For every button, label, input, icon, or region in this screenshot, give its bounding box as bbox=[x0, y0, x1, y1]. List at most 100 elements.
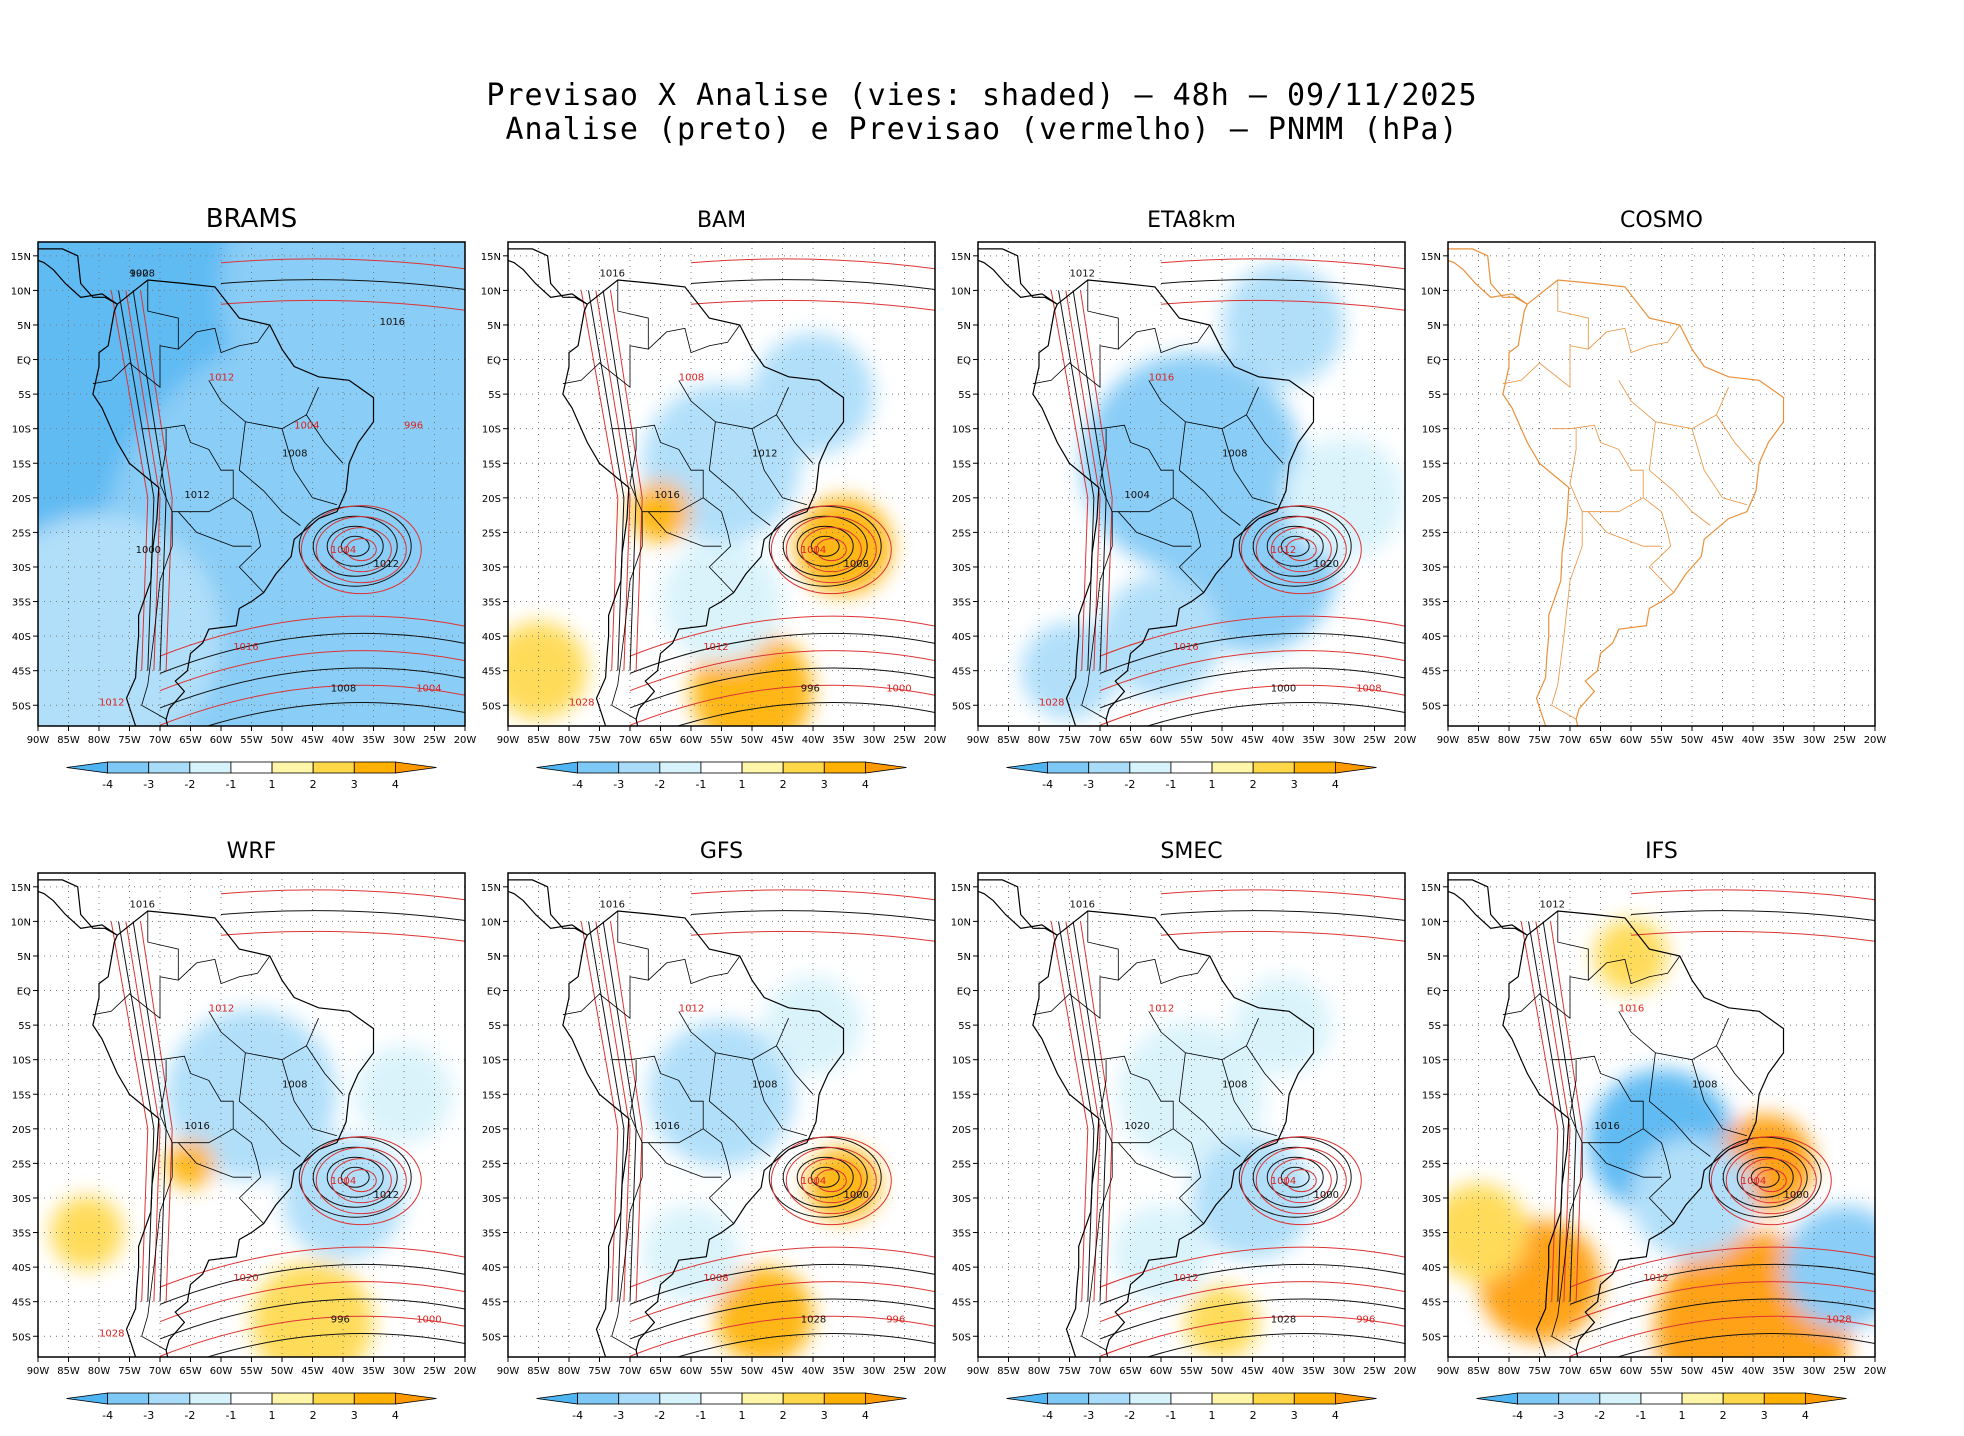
x-tick-label: 45W bbox=[301, 735, 324, 746]
y-tick-label: 50S bbox=[1422, 1332, 1441, 1343]
colorbar-label: 1 bbox=[1679, 1409, 1686, 1422]
y-tick-label: 20S bbox=[1422, 494, 1441, 505]
y-tick-label: 10S bbox=[482, 425, 501, 436]
colorbar-segment bbox=[1517, 1392, 1560, 1405]
contour-label: 1004 bbox=[331, 545, 356, 556]
x-tick-label: 40W bbox=[1272, 1366, 1295, 1377]
isobar-black bbox=[796, 525, 854, 567]
y-tick-label: 40S bbox=[482, 1263, 501, 1274]
country-border bbox=[1582, 497, 1644, 513]
colorbar: -4 -3 -2 -1 1 2 3 4 bbox=[536, 761, 907, 791]
y-tick-label: 35S bbox=[1422, 598, 1441, 609]
colorbar-label: 4 bbox=[862, 1409, 869, 1422]
x-tick-label: 75W bbox=[118, 735, 141, 746]
colorbar-label: -4 bbox=[102, 778, 113, 791]
x-tick-label: 35W bbox=[832, 1366, 855, 1377]
isobars bbox=[1520, 889, 1875, 1357]
country-border bbox=[678, 380, 789, 430]
country-border bbox=[611, 483, 643, 720]
y-tick-label: 15N bbox=[11, 252, 31, 263]
colorbar-segment bbox=[1599, 1392, 1642, 1405]
isobar-south bbox=[1099, 1298, 1405, 1340]
isobar-red bbox=[785, 1147, 877, 1215]
isobar-south bbox=[159, 632, 465, 674]
colorbar-label: 2 bbox=[310, 778, 317, 791]
x-tick-label: 25W bbox=[423, 735, 446, 746]
x-tick-label: 65W bbox=[179, 735, 202, 746]
x-tick-label: 90W bbox=[27, 735, 50, 746]
isobar-red bbox=[1725, 1147, 1817, 1215]
central-america-coastline bbox=[978, 879, 1058, 936]
x-tick-label: 25W bbox=[1363, 735, 1386, 746]
contour-label: 996 bbox=[886, 1314, 905, 1325]
country-border bbox=[1569, 1059, 1577, 1116]
x-tick-label: 50W bbox=[1681, 735, 1704, 746]
x-tick-label: 90W bbox=[1437, 735, 1460, 746]
y-tick-label: 25S bbox=[1422, 528, 1441, 539]
y-tick-label: 15N bbox=[951, 883, 971, 894]
country-border bbox=[648, 955, 741, 985]
colorbar-label: -1 bbox=[695, 1409, 706, 1422]
x-tick-label: 60W bbox=[210, 735, 233, 746]
contour-label: 1008 bbox=[752, 1079, 777, 1090]
x-tick-label: 55W bbox=[710, 1366, 733, 1377]
country-border bbox=[92, 280, 179, 389]
y-tick-label: 5S bbox=[18, 390, 31, 401]
plot-content: 1016 1012 1008 1004 1016 1008 1000 996 1028 bbox=[508, 873, 935, 1357]
contour-label: 1012 bbox=[1070, 269, 1095, 280]
isobar-red bbox=[345, 538, 377, 562]
bias-blob bbox=[1234, 976, 1332, 1074]
y-tick-label: 15N bbox=[11, 883, 31, 894]
isobar-south bbox=[1569, 1246, 1875, 1288]
contour-label: 1016 bbox=[130, 900, 155, 911]
colorbar-label: -3 bbox=[1083, 1409, 1094, 1422]
contour-label: 1016 bbox=[233, 642, 258, 653]
x-tick-label: 50W bbox=[741, 735, 764, 746]
y-tick-label: 15S bbox=[12, 1090, 31, 1101]
y-tick-label: 10S bbox=[1422, 1056, 1441, 1067]
contour-label: 1000 bbox=[844, 1190, 869, 1201]
plot-content: 1008 1012 1008 1004 1012 1016 1012 1004 1008 1012… bbox=[38, 242, 465, 726]
isobars bbox=[110, 889, 465, 1357]
contour-label: 1020 bbox=[1314, 559, 1339, 570]
country-border bbox=[159, 1059, 167, 1116]
country-border bbox=[281, 1059, 338, 1137]
x-tick-label: 80W bbox=[1028, 735, 1051, 746]
isobar-south bbox=[629, 1315, 935, 1357]
contour-label: 1004 bbox=[1271, 1176, 1296, 1187]
isobar-north bbox=[1160, 910, 1405, 921]
colorbar: -4 -3 -2 -1 1 2 3 4 bbox=[1006, 761, 1377, 791]
y-tick-label: 15N bbox=[481, 883, 501, 894]
country-border bbox=[1648, 1052, 1711, 1157]
colorbar-segment bbox=[618, 1392, 661, 1405]
isobar-red bbox=[815, 1169, 847, 1193]
contour-label: 1016 bbox=[1619, 1003, 1644, 1014]
contour-label: 1004 bbox=[294, 421, 319, 432]
contour-label: 1008 bbox=[1222, 448, 1247, 459]
isobar-black bbox=[1252, 1146, 1338, 1208]
contour-label: 1028 bbox=[569, 697, 594, 708]
isobar-south bbox=[629, 1263, 935, 1305]
isobar-north bbox=[220, 910, 465, 921]
x-tick-label: 55W bbox=[1180, 1366, 1203, 1377]
plot-content bbox=[1448, 242, 1875, 726]
x-tick-label: 30W bbox=[393, 1366, 416, 1377]
colorbar-segment bbox=[1681, 1392, 1724, 1405]
colorbar-arrow-high bbox=[864, 1392, 907, 1405]
bias-blob bbox=[251, 1261, 374, 1357]
contour-label: 1012 bbox=[752, 448, 777, 459]
colorbar-arrow-low bbox=[1006, 1392, 1049, 1405]
y-tick-label: 5S bbox=[18, 1021, 31, 1032]
colorbar-label: 4 bbox=[1332, 1409, 1339, 1422]
x-tick-label: 85W bbox=[57, 1366, 80, 1377]
y-tick-label: 40S bbox=[12, 632, 31, 643]
isobar-north bbox=[690, 279, 935, 290]
colorbar-label: 4 bbox=[392, 1409, 399, 1422]
colorbar-label: -3 bbox=[1553, 1409, 1564, 1422]
x-tick-label: 45W bbox=[1711, 1366, 1734, 1377]
country-border bbox=[1221, 1059, 1278, 1137]
colorbar-label: 2 bbox=[780, 1409, 787, 1422]
y-tick-label: 5S bbox=[1428, 390, 1441, 401]
bias-blob bbox=[794, 497, 893, 596]
